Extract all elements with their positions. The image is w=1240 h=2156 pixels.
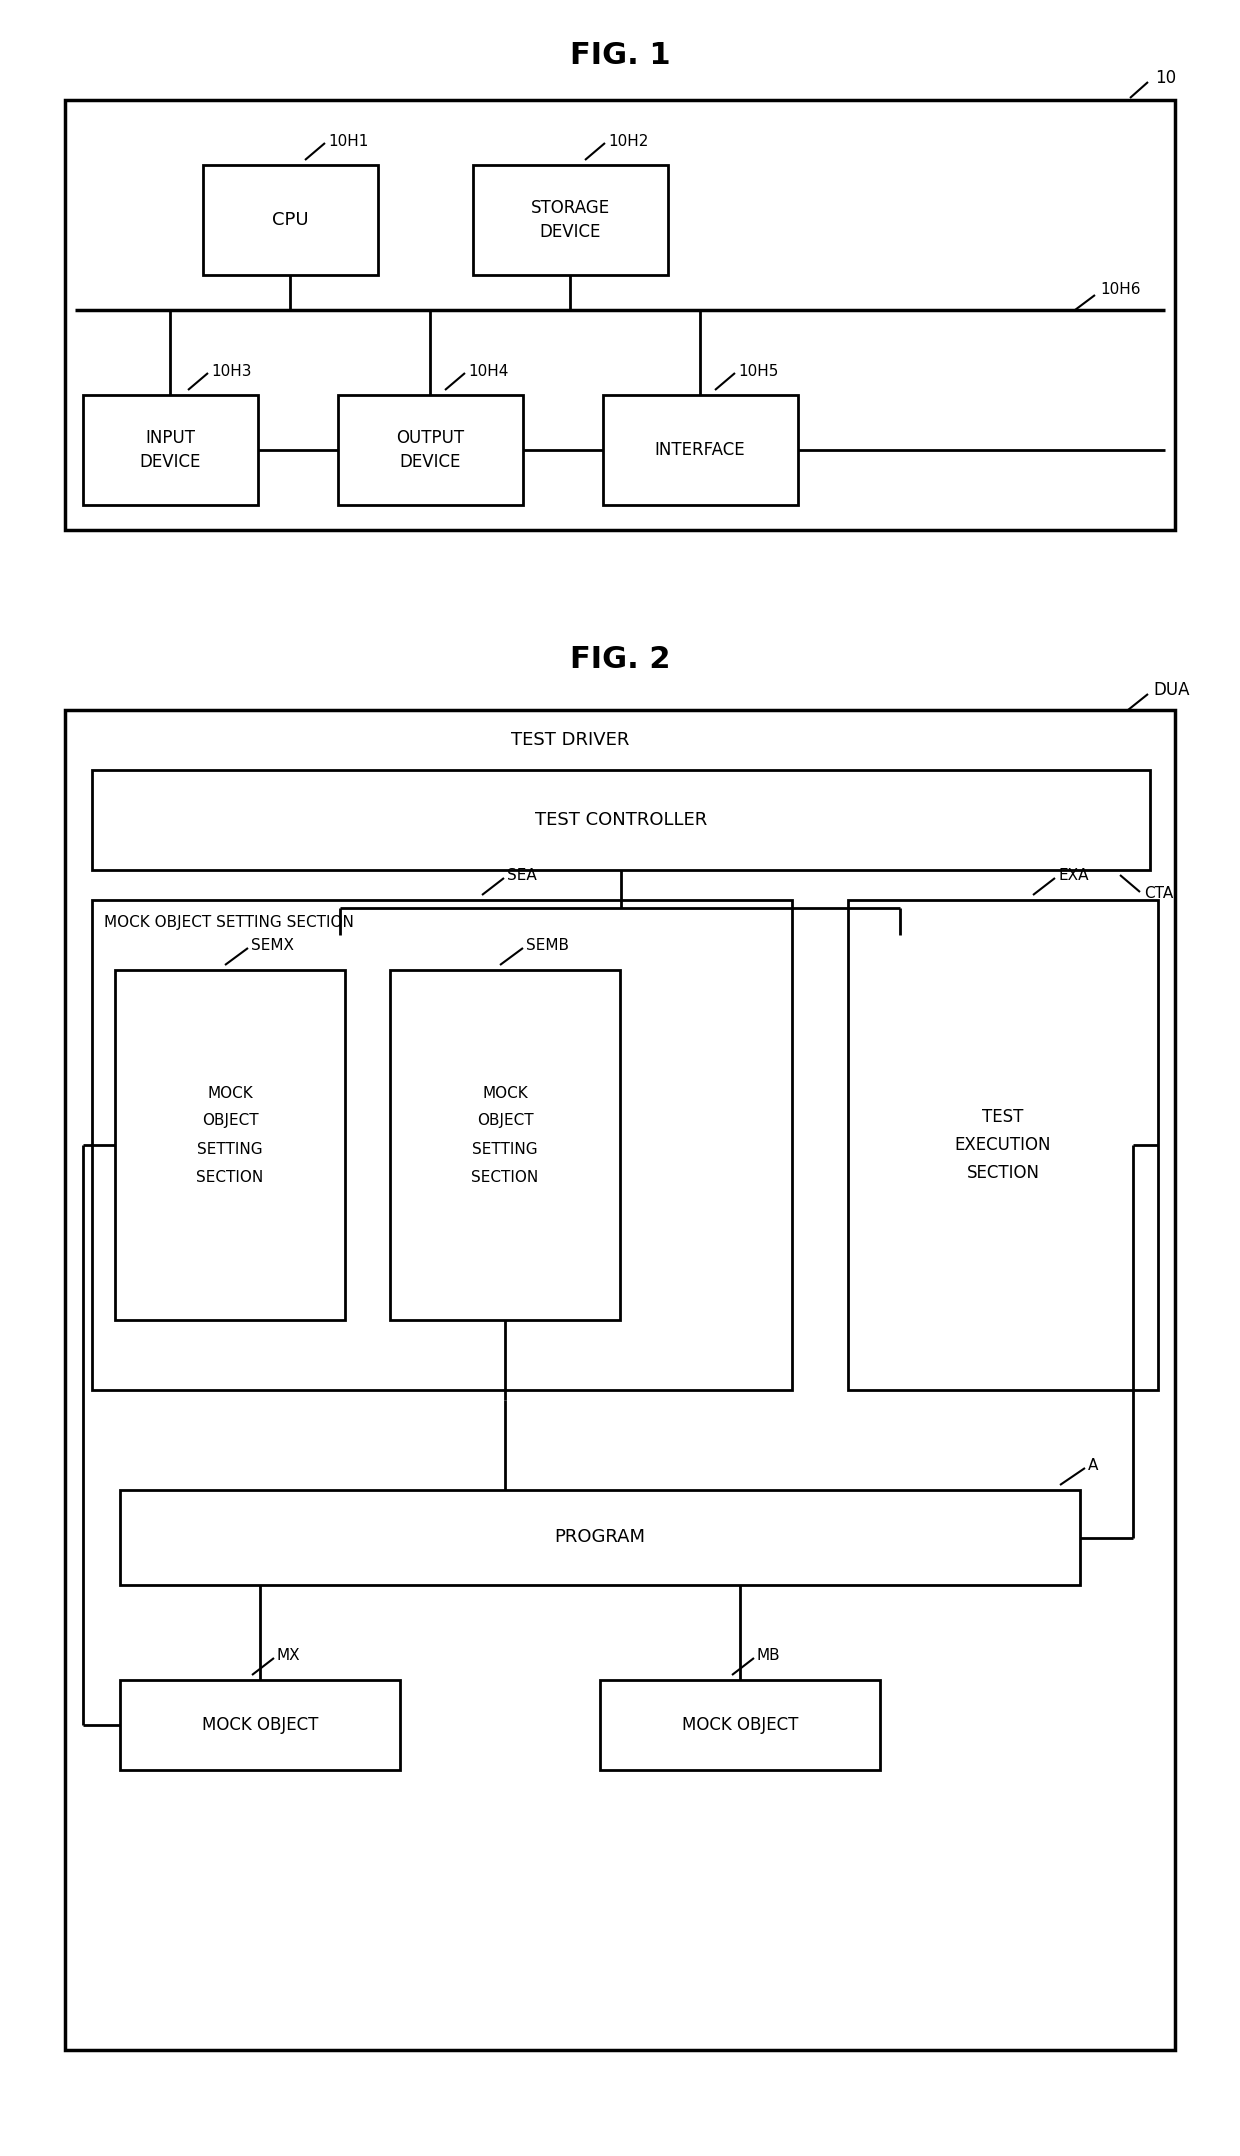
Text: SECTION: SECTION	[471, 1169, 538, 1184]
Text: STORAGE: STORAGE	[531, 198, 610, 218]
Text: DEVICE: DEVICE	[399, 453, 461, 470]
Text: MX: MX	[277, 1649, 300, 1664]
Text: DEVICE: DEVICE	[539, 222, 600, 241]
Text: SEMX: SEMX	[250, 938, 294, 953]
Text: INPUT: INPUT	[145, 429, 195, 446]
Bar	[337, 395, 522, 505]
Text: 10H5: 10H5	[738, 364, 779, 379]
Text: OUTPUT: OUTPUT	[396, 429, 464, 446]
Text: 10H3: 10H3	[211, 364, 252, 379]
Text: SECTION: SECTION	[196, 1169, 264, 1184]
Text: MOCK: MOCK	[207, 1084, 253, 1100]
Text: 10H4: 10H4	[467, 364, 508, 379]
Bar	[83, 395, 258, 505]
Bar	[115, 970, 345, 1319]
Bar	[92, 899, 792, 1391]
Text: SEA: SEA	[507, 869, 537, 884]
Text: 10H6: 10H6	[1100, 282, 1141, 298]
Bar	[848, 899, 1158, 1391]
Text: DUA: DUA	[1153, 681, 1189, 699]
Text: MOCK OBJECT SETTING SECTION: MOCK OBJECT SETTING SECTION	[104, 914, 353, 929]
Text: MOCK OBJECT: MOCK OBJECT	[682, 1716, 799, 1733]
Text: A: A	[1087, 1457, 1099, 1473]
Text: PROGRAM: PROGRAM	[554, 1529, 646, 1546]
Text: TEST CONTROLLER: TEST CONTROLLER	[534, 811, 707, 830]
Bar	[600, 1680, 880, 1770]
Text: 10: 10	[1154, 69, 1176, 86]
Text: 10H1: 10H1	[329, 134, 368, 149]
Bar	[120, 1490, 1080, 1585]
Bar	[92, 770, 1149, 871]
Bar	[603, 395, 797, 505]
Bar	[120, 1680, 401, 1770]
Text: SECTION: SECTION	[966, 1164, 1039, 1181]
Text: FIG. 2: FIG. 2	[569, 645, 671, 675]
Text: SETTING: SETTING	[197, 1141, 263, 1156]
Bar	[64, 99, 1176, 530]
Text: OBJECT: OBJECT	[476, 1112, 533, 1128]
Text: TEST: TEST	[982, 1108, 1024, 1125]
Text: SETTING: SETTING	[472, 1141, 538, 1156]
Text: MOCK OBJECT: MOCK OBJECT	[202, 1716, 319, 1733]
Bar	[391, 970, 620, 1319]
Text: CTA: CTA	[1145, 886, 1173, 901]
Text: OBJECT: OBJECT	[202, 1112, 258, 1128]
Text: 10H2: 10H2	[608, 134, 649, 149]
Text: EXA: EXA	[1058, 869, 1089, 884]
Text: SEMB: SEMB	[526, 938, 569, 953]
Text: MB: MB	[756, 1649, 781, 1664]
Text: FIG. 1: FIG. 1	[569, 41, 671, 69]
Bar	[64, 709, 1176, 2050]
Bar	[202, 166, 377, 276]
Text: DEVICE: DEVICE	[139, 453, 201, 470]
Text: MOCK: MOCK	[482, 1084, 528, 1100]
Text: CPU: CPU	[272, 211, 309, 229]
Text: EXECUTION: EXECUTION	[955, 1136, 1052, 1153]
Text: INTERFACE: INTERFACE	[655, 442, 745, 459]
Text: TEST DRIVER: TEST DRIVER	[511, 731, 629, 748]
Bar	[472, 166, 667, 276]
